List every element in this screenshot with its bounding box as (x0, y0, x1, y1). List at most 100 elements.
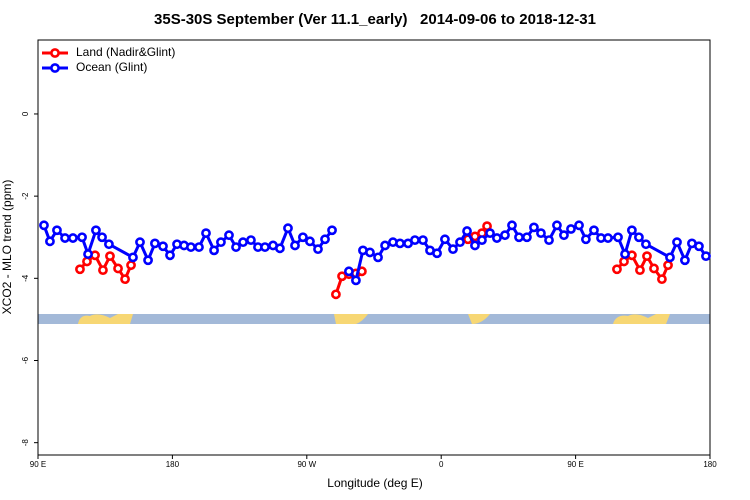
data-point (380, 240, 390, 251)
data-point (75, 264, 85, 275)
data-point (462, 226, 472, 236)
x-tick-label: 90 E (30, 460, 46, 469)
x-tick-label: 0 (439, 460, 444, 469)
data-point (663, 260, 673, 271)
data-point (135, 237, 145, 248)
data-point (290, 240, 300, 251)
y-tick-label: -8 (21, 439, 30, 447)
chart-title: 35S-30S September (Ver 11.1_early) 2014-… (154, 11, 596, 28)
y-tick-label: 0 (21, 111, 30, 116)
data-point (620, 249, 630, 259)
data-point (701, 251, 711, 262)
data-point (305, 236, 315, 247)
data-point (680, 255, 690, 266)
data-point (194, 242, 204, 252)
data-point (186, 242, 196, 252)
data-point (635, 265, 645, 275)
data-point (98, 265, 108, 275)
data-point (448, 244, 458, 255)
data-point (642, 251, 652, 262)
data-point (440, 234, 450, 245)
data-point (39, 220, 49, 231)
data-point (113, 263, 123, 274)
data-point (150, 238, 160, 249)
data-point (589, 225, 599, 236)
y-tick-label: -2 (21, 192, 30, 200)
legend-label: Ocean (Glint) (76, 60, 147, 74)
data-point (500, 230, 510, 241)
x-tick-label: 180 (703, 460, 717, 469)
data-point (373, 252, 383, 263)
data-point (626, 225, 637, 236)
data-point (351, 275, 361, 286)
data-point (514, 232, 524, 243)
data-point (91, 225, 101, 236)
data-point (105, 251, 115, 262)
data-point (313, 244, 323, 255)
data-point (485, 228, 495, 239)
data-point (410, 235, 420, 246)
data-point (470, 240, 480, 251)
data-point (566, 224, 576, 234)
y-tick-label: -4 (21, 274, 30, 282)
data-point (365, 247, 375, 258)
legend-marker (50, 48, 60, 58)
data-point (45, 236, 55, 247)
data-point (665, 252, 675, 263)
data-point (158, 241, 168, 252)
x-tick-label: 90 W (297, 460, 316, 469)
data-point (260, 242, 270, 252)
data-point (455, 237, 465, 248)
legend-marker (50, 63, 60, 73)
data-point (52, 225, 62, 236)
data-point (231, 242, 241, 252)
plot-frame (37, 39, 711, 456)
data-point (126, 260, 136, 271)
data-point (298, 232, 308, 243)
data-point (507, 220, 517, 231)
data-point (224, 230, 234, 241)
data-point (209, 245, 219, 256)
data-point (619, 256, 629, 267)
data-point (552, 220, 562, 231)
data-point (216, 237, 226, 248)
data-point (120, 274, 130, 285)
data-point (331, 289, 341, 300)
data-point (165, 250, 175, 261)
land-ocean-strip (38, 314, 710, 324)
legend-label: Land (Nadir&Glint) (76, 45, 175, 59)
data-point (143, 255, 153, 266)
data-point (672, 237, 682, 248)
x-tick-label: 180 (166, 460, 180, 469)
data-point (275, 243, 285, 254)
data-point (238, 237, 248, 248)
data-point (657, 274, 667, 285)
data-point (581, 234, 591, 245)
y-tick-label: -6 (21, 356, 30, 364)
data-point (201, 228, 211, 239)
data-point (327, 225, 337, 236)
data-point (97, 232, 107, 243)
data-point (544, 235, 554, 246)
data-point (246, 235, 256, 246)
data-point (82, 256, 92, 267)
data-point (536, 228, 546, 239)
data-point (344, 266, 354, 277)
data-point (395, 238, 405, 249)
data-point (649, 263, 659, 274)
data-point (634, 232, 644, 243)
data-point (104, 239, 114, 250)
data-point (477, 235, 487, 246)
data-point (128, 252, 138, 263)
data-point (60, 233, 70, 243)
data-point (694, 241, 704, 252)
x-axis-label: Longitude (deg E) (327, 476, 422, 490)
x-tick-label: 90 E (567, 460, 583, 469)
data-point (418, 235, 428, 246)
data-point (641, 239, 651, 250)
data-point (529, 222, 539, 233)
data-point (574, 220, 584, 231)
data-point (612, 264, 622, 275)
data-point (320, 234, 330, 245)
